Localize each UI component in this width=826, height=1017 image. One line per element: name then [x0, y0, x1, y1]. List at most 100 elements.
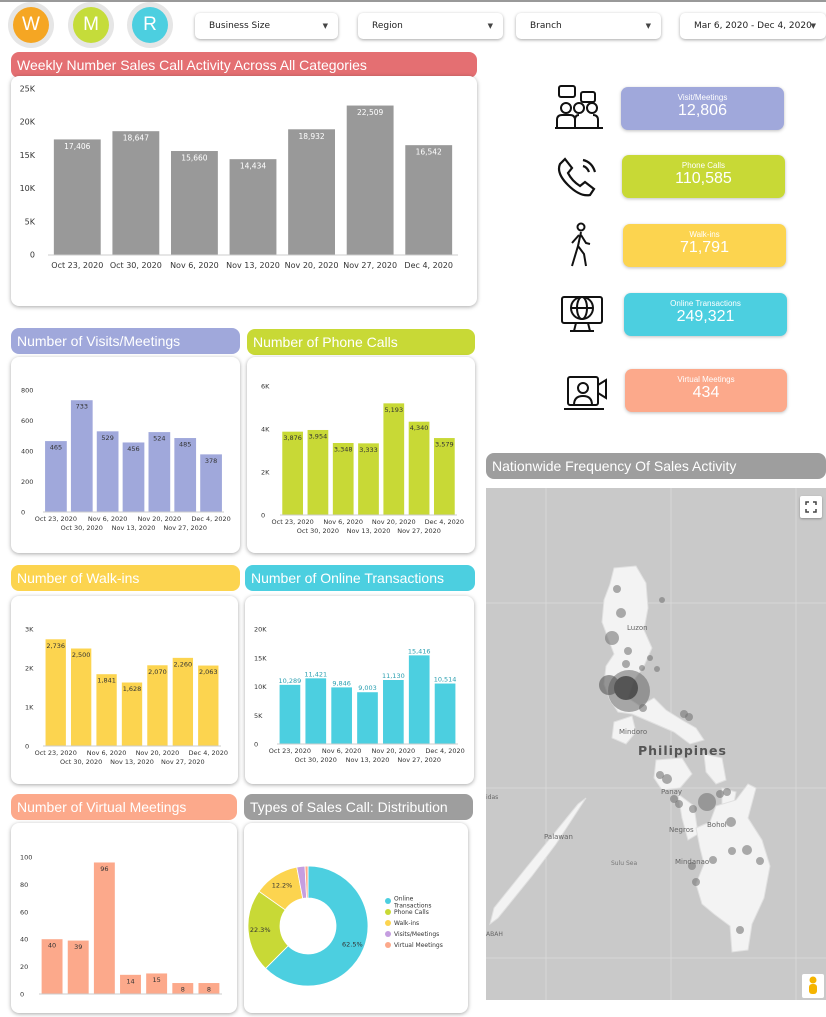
virtual-data-label: 14 [126, 977, 134, 985]
kpi-visits: Visit/Meetings 12,806 [621, 87, 784, 130]
walkins-data-label: 1,628 [123, 685, 142, 693]
online-bar [408, 655, 430, 744]
virtual-y-tick: 0 [20, 991, 24, 999]
region-dropdown[interactable]: Region ▼ [358, 13, 503, 39]
pie-slice [265, 865, 369, 987]
weekly-bar [112, 131, 160, 255]
map-label-idas: idas [486, 794, 499, 801]
distribution-card: 62.5% 22.3% 12.2% Online Transactions Phone C… [244, 823, 468, 1013]
phone-data-label: 5,193 [384, 406, 403, 414]
visits-data-label: 524 [153, 435, 165, 443]
kpi-virtual-meetings: Virtual Meetings 434 [625, 369, 787, 412]
legend-swatch [385, 898, 391, 904]
walkins-card: 0 1K 2K 3K 2,736 Oct 23, 2020 2,500 Oct 30, 202… [11, 596, 238, 784]
online-data-label: 9,003 [358, 684, 377, 692]
phone-chart: 0 2K 4K 6K 3,876 Oct 23, 2020 3,954 Oct 30, 202… [261, 383, 464, 536]
phone-bar [282, 431, 304, 515]
visits-data-label: 378 [205, 457, 217, 465]
weekly-x-tick: Dec 4, 2020 [404, 261, 453, 270]
online-x-tick: Oct 23, 2020 [269, 747, 311, 755]
kpi-walk-ins: Walk-ins 71,791 [623, 224, 786, 267]
walkins-bar [121, 682, 143, 746]
visits-y-tick: 400 [21, 448, 33, 456]
map-banner: Nationwide Frequency Of Sales Activity [486, 453, 826, 479]
legend-swatch [385, 909, 391, 915]
map-view[interactable]: Luzon Mindoro Philippines Panay Negros B… [486, 488, 826, 1000]
walkins-data-label: 1,841 [97, 677, 116, 685]
visits-bar [200, 454, 222, 512]
virtual-y-tick: 20 [20, 963, 28, 971]
date-range-picker[interactable]: Mar 6, 2020 - Dec 4, 2020 ▼ [680, 13, 826, 39]
phone-data-label: 3,348 [334, 446, 353, 454]
street-view-pegman-icon[interactable] [802, 974, 824, 998]
weekly-y-tick: 15K [20, 151, 36, 160]
virtual-y-tick: 80 [20, 881, 28, 889]
visits-data-label: 456 [127, 445, 139, 453]
pie-slice [304, 865, 309, 899]
weekly-banner: Weekly Number Sales Call Activity Across… [11, 52, 477, 78]
weekly-bar [171, 151, 218, 255]
map-label-negros: Negros [669, 826, 694, 834]
walkins-x-tick: Nov 13, 2020 [110, 758, 154, 766]
visits-y-tick: 800 [21, 387, 33, 395]
phone-bar [433, 438, 455, 515]
fullscreen-icon[interactable] [800, 496, 822, 518]
weekly-x-tick: Nov 20, 2020 [285, 261, 339, 270]
visits-bar [96, 431, 119, 512]
online-x-tick: Nov 6, 2020 [322, 747, 362, 755]
business-size-dropdown[interactable]: Business Size ▼ [195, 13, 338, 39]
kpi-online-label: Online Transactions [670, 299, 741, 308]
visits-title: Number of Visits/Meetings [17, 333, 181, 349]
business-size-label: Business Size [209, 21, 271, 31]
virtual-bar [67, 940, 89, 994]
meeting-icon [553, 84, 605, 132]
pie-label: 22.3% [250, 926, 271, 934]
visits-x-tick: Dec 4, 2020 [191, 515, 230, 523]
phone-y-tick: 6K [261, 383, 270, 391]
map-label-abah: ABAH [486, 931, 503, 938]
walkins-x-tick: Oct 23, 2020 [35, 749, 77, 757]
map-label-bohol: Bohol [707, 821, 727, 829]
kpi-phone-value: 110,585 [675, 170, 732, 187]
weekly-data-label: 22,509 [357, 108, 383, 117]
branch-dropdown[interactable]: Branch ▼ [516, 13, 661, 39]
phone-data-label: 3,876 [283, 434, 302, 442]
walkins-bar [96, 674, 117, 746]
walkins-y-tick: 1K [25, 704, 34, 712]
virtual-banner: Number of Virtual Meetings [11, 794, 237, 820]
chevron-down-icon: ▼ [810, 22, 816, 30]
kpi-virtual-label: Virtual Meetings [677, 375, 735, 384]
kpi-visits-value: 12,806 [678, 102, 727, 119]
legend-swatch [385, 942, 391, 948]
weekly-data-label: 15,660 [181, 154, 207, 163]
weekly-data-label: 14,434 [240, 162, 266, 171]
kpi-walkins-label: Walk-ins [689, 230, 720, 239]
visits-chart: 0 200 400 600 800 465 Oct 23, 2020 733 Oct 30, 2… [21, 387, 231, 533]
virtual-bar [172, 983, 194, 994]
virtual-y-tick: 100 [20, 854, 32, 862]
phone-data-label: 3,954 [309, 432, 328, 440]
legend-label: Online [394, 896, 414, 903]
weekly-x-tick: Oct 23, 2020 [51, 261, 103, 270]
walkins-banner: Number of Walk-ins [11, 565, 240, 591]
virtual-bar [198, 983, 220, 994]
visits-x-tick: Nov 13, 2020 [112, 524, 156, 532]
weekly-data-label: 18,932 [298, 132, 324, 141]
virtual-data-label: 96 [100, 865, 108, 873]
walkins-y-tick: 2K [25, 665, 34, 673]
online-chart: 0 5K 10K 15K 20K 10,289 Oct 23, 2020 11,421 Oct … [254, 626, 465, 765]
pie-slice [247, 890, 289, 969]
weekly-title: Weekly Number Sales Call Activity Across… [17, 57, 367, 73]
weekly-x-tick: Nov 27, 2020 [343, 261, 397, 270]
visits-x-tick: Nov 20, 2020 [138, 515, 182, 523]
date-range-label: Mar 6, 2020 - Dec 4, 2020 [694, 21, 812, 31]
visits-card: 0 200 400 600 800 465 Oct 23, 2020 733 Oct 30, 2… [11, 357, 240, 553]
legend-label: Visits/Meetings [394, 931, 439, 938]
walkins-data-label: 2,736 [46, 642, 65, 650]
top-border [0, 0, 826, 2]
walkins-x-tick: Oct 30, 2020 [60, 758, 102, 766]
walkins-bar [147, 665, 168, 746]
branch-label: Branch [530, 21, 562, 31]
logo-w: W [8, 2, 54, 48]
